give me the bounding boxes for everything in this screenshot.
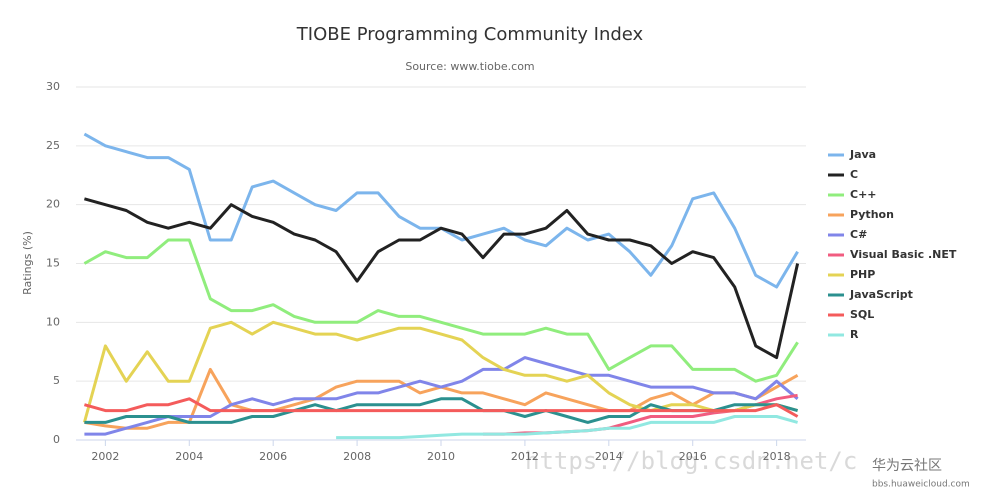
y-tick-label: 10 bbox=[46, 315, 60, 328]
legend-label: SQL bbox=[850, 308, 874, 321]
chart-subtitle: Source: www.tiobe.com bbox=[405, 60, 534, 73]
x-tick-label: 2004 bbox=[175, 450, 203, 463]
legend-label: Python bbox=[850, 208, 894, 221]
series-line bbox=[83, 197, 800, 360]
legend-label: C bbox=[850, 168, 858, 181]
legend-label: C# bbox=[850, 228, 867, 241]
legend-label: R bbox=[850, 328, 859, 341]
series-line bbox=[336, 415, 799, 440]
y-tick-label: 0 bbox=[53, 433, 60, 446]
y-tick-label: 15 bbox=[46, 257, 60, 270]
series-line bbox=[83, 132, 799, 289]
x-tick-label: 2006 bbox=[259, 450, 287, 463]
x-tick-label: 2002 bbox=[91, 450, 119, 463]
legend-label: Java bbox=[849, 148, 876, 161]
x-tick-label: 2008 bbox=[343, 450, 371, 463]
y-tick-label: 25 bbox=[46, 139, 60, 152]
series-line bbox=[83, 238, 799, 383]
series-line bbox=[84, 356, 799, 436]
x-tick-label: 2012 bbox=[511, 450, 539, 463]
y-tick-label: 30 bbox=[46, 80, 60, 93]
y-axis-label: Ratings (%) bbox=[21, 231, 34, 295]
y-tick-label: 20 bbox=[46, 198, 60, 211]
legend-label: C++ bbox=[850, 188, 877, 201]
x-tick-label: 2014 bbox=[595, 450, 623, 463]
y-tick-label: 5 bbox=[53, 374, 60, 387]
legend-label: JavaScript bbox=[849, 288, 913, 301]
series-line bbox=[83, 397, 799, 418]
legend-label: PHP bbox=[850, 268, 875, 281]
x-tick-label: 2016 bbox=[679, 450, 707, 463]
chart-title: TIOBE Programming Community Index bbox=[296, 24, 644, 45]
legend-label: Visual Basic .NET bbox=[850, 248, 957, 261]
series-line bbox=[82, 320, 799, 423]
watermark: https://blog.csdn.net/c bbox=[525, 447, 857, 475]
x-tick-label: 2018 bbox=[763, 450, 791, 463]
watermark-site: bbs.huaweicloud.com bbox=[872, 480, 970, 490]
watermark-logo: 华为云社区 bbox=[872, 458, 942, 474]
x-tick-label: 2010 bbox=[427, 450, 455, 463]
